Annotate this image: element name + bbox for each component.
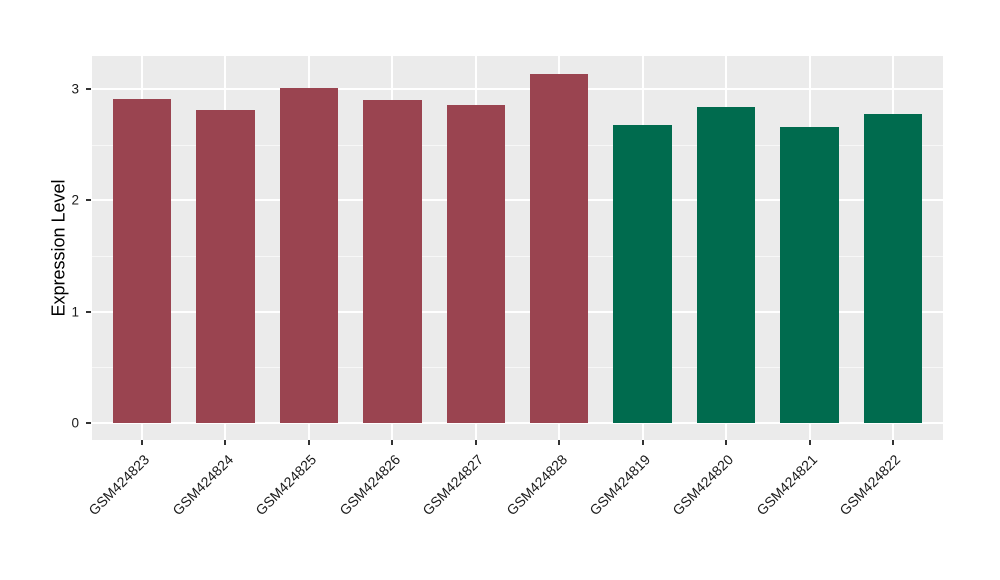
x-tick-label: GSM424825 [252, 451, 320, 519]
x-tick [558, 440, 561, 445]
y-tick [86, 88, 91, 91]
bar [112, 99, 172, 423]
gridline-major [92, 310, 943, 313]
y-axis: 0 1 2 3 [0, 56, 92, 440]
x-tick-label: GSM424822 [836, 451, 904, 519]
x-tick-label: GSM424823 [85, 451, 153, 519]
y-axis-title: Expression Level [48, 179, 69, 317]
bar [279, 88, 339, 423]
x-tick [224, 440, 227, 445]
bar [530, 73, 589, 423]
y-tick-label: 3 [71, 81, 79, 97]
y-tick [86, 199, 91, 202]
x-tick [141, 440, 144, 445]
x-tick [307, 440, 310, 445]
x-tick-label: GSM424819 [586, 451, 654, 519]
y-tick-label: 0 [71, 415, 79, 431]
x-tick [725, 440, 728, 445]
x-tick [808, 440, 811, 445]
bar [863, 113, 923, 423]
x-tick [391, 440, 394, 445]
gridline-minor [92, 367, 943, 369]
bar [780, 127, 839, 423]
x-tick [641, 440, 644, 445]
bar [363, 100, 422, 423]
gridline-minor [92, 256, 943, 258]
gridline-major [92, 88, 943, 91]
x-tick-label: GSM424828 [502, 451, 570, 519]
bar [696, 107, 756, 423]
bar [446, 104, 505, 423]
x-tick-label: GSM424826 [336, 451, 403, 519]
gridline-major [92, 421, 943, 424]
bar [613, 124, 672, 423]
y-tick-label: 1 [71, 303, 79, 319]
y-tick [86, 310, 91, 313]
x-tick-label: GSM424824 [169, 451, 237, 519]
bar [196, 110, 255, 423]
x-axis: GSM424823 GSM424824 GSM424825 GSM424826 GSM4… [86, 440, 943, 580]
x-tick-label: GSM424820 [669, 451, 737, 519]
gridline-major [92, 199, 943, 202]
gridline-minor [92, 144, 943, 146]
x-tick [474, 440, 477, 445]
plot-panel [92, 56, 943, 440]
y-tick-label: 2 [71, 192, 79, 208]
x-tick [891, 440, 894, 445]
x-tick-label: GSM424827 [419, 451, 487, 519]
y-tick [86, 421, 91, 424]
x-tick-label: GSM424821 [753, 451, 821, 519]
